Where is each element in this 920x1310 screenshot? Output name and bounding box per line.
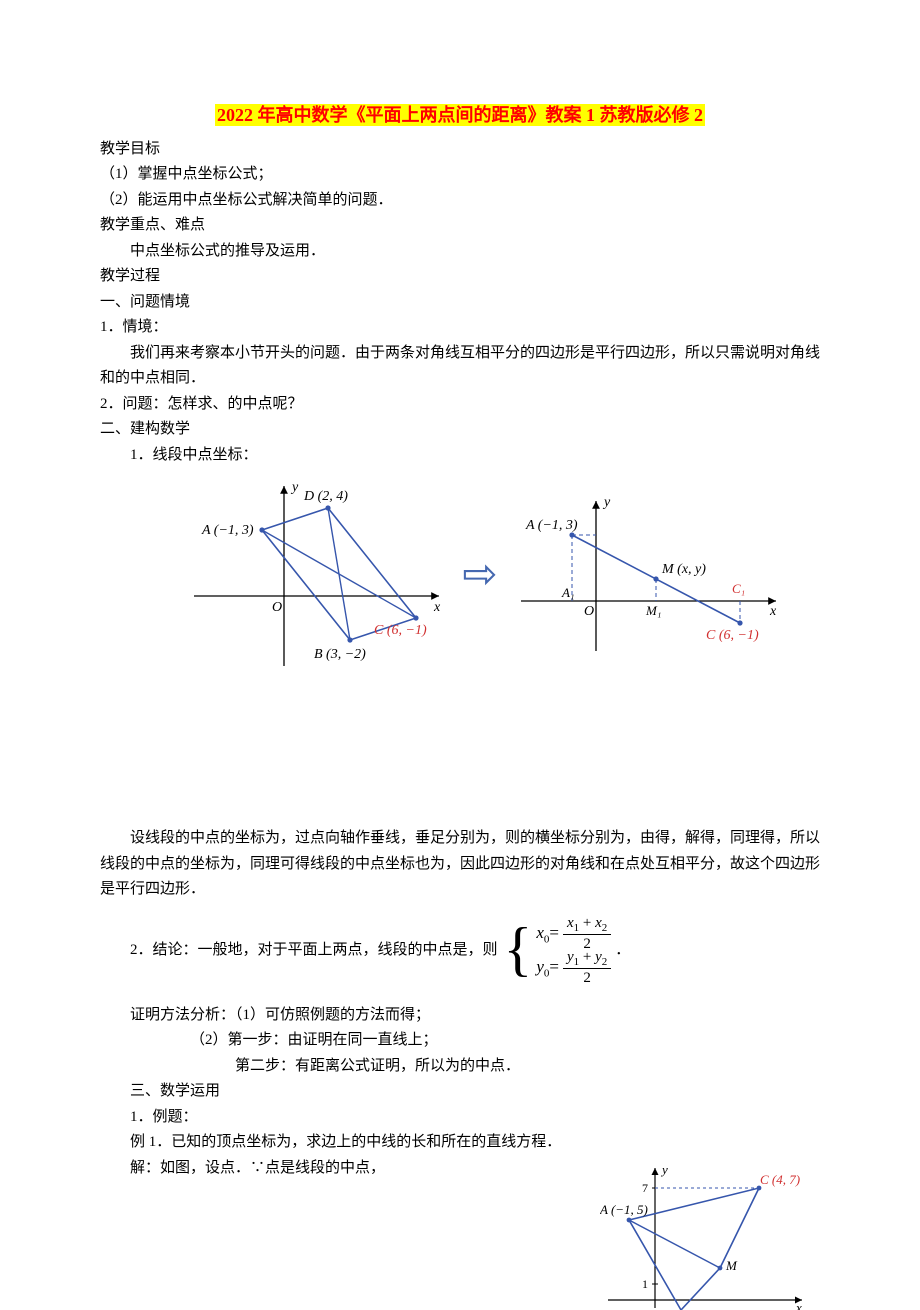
proof-2: （2）第一步：由证明在同一直线上；: [100, 1028, 820, 1054]
label-c: C (6, −1): [706, 628, 759, 643]
pt-a: [260, 527, 265, 532]
x-axis-label: x: [433, 600, 441, 615]
pt-m: [653, 576, 658, 581]
y-axis-label: y: [290, 480, 299, 495]
arrow-icon: ⇨: [462, 540, 497, 611]
sec-1-1: 1．情境：: [100, 315, 820, 341]
figure-row: x y O A (−1, 3) D (2, 4) C (6, −1) B (3,…: [140, 476, 820, 676]
origin-label: O: [584, 604, 594, 619]
sec-2-1: 1．线段中点坐标：: [100, 443, 820, 469]
label-c: C (4, 7): [760, 1172, 800, 1187]
origin-label: O: [272, 600, 282, 615]
eq-x: x0 = x1 + x2 2: [536, 917, 615, 951]
y-axis-label: y: [660, 1162, 668, 1177]
situation-text: 我们再来考察本小节开头的问题．由于两条对角线互相平分的四边形是平行四边形，所以只…: [100, 341, 820, 392]
midpoint-formula: { x0 = x1 + x2 2 y0 = y1 + y2 2: [504, 917, 616, 985]
title-highlight: 2022 年高中数学《平面上两点间的距离》教案 1 苏教版必修 2: [215, 104, 705, 126]
conclusion-lead: 2．结论：一般地，对于平面上两点，线段的中点是，则: [100, 938, 498, 964]
label-a: A (−1, 5): [600, 1202, 648, 1217]
ytick-1-label: 1: [642, 1277, 648, 1291]
pt-m: [718, 1265, 723, 1270]
brace-icon: {: [504, 919, 533, 979]
ytick-7-label: 7: [642, 1181, 648, 1195]
goal-2: （2）能运用中点坐标公式解决简单的问题．: [100, 188, 820, 214]
triangle: [629, 1188, 759, 1310]
keypoint-text: 中点坐标公式的推导及运用．: [100, 239, 820, 265]
label-b: B (3, −2): [314, 647, 366, 662]
sec-3: 三、数学运用: [100, 1079, 820, 1105]
sec-1: 一、问题情境: [100, 290, 820, 316]
figure-right: x y O A (−1, 3) M (x, y) A₁ M₁ C₁ C (6, …: [506, 491, 786, 661]
derivation-text: 设线段的中点的坐标为，过点向轴作垂线，垂足分别为，则的横坐标分别为，由得，解得，…: [100, 826, 820, 903]
label-m: M (x, y): [661, 562, 706, 577]
example-1: 例 1．已知的顶点坐标为，求边上的中线的长和所在的直线方程．: [100, 1130, 820, 1156]
proof-3: 第二步：有距离公式证明，所以为的中点．: [100, 1054, 820, 1080]
label-m1: M₁: [645, 603, 661, 618]
pt-c: [737, 620, 742, 625]
sec-3-1: 1．例题：: [100, 1105, 820, 1131]
page-title: 2022 年高中数学《平面上两点间的距离》教案 1 苏教版必修 2: [100, 100, 820, 131]
sec-2: 二、建构数学: [100, 417, 820, 443]
pt-d: [326, 505, 331, 510]
label-c1: C₁: [732, 581, 745, 596]
sec-1-2: 2．问题：怎样求、的中点呢？: [100, 392, 820, 418]
heading-goal: 教学目标: [100, 137, 820, 163]
pt-a: [569, 532, 574, 537]
label-d: D (2, 4): [303, 489, 348, 504]
heading-process: 教学过程: [100, 264, 820, 290]
var-x0: x0: [536, 919, 549, 949]
y-axis-label: y: [602, 495, 611, 510]
x-axis-label: x: [769, 604, 777, 619]
goal-1: （1）掌握中点坐标公式；: [100, 162, 820, 188]
pt-c: [414, 615, 419, 620]
label-a1: A₁: [561, 585, 574, 600]
heading-keypoint: 教学重点、难点: [100, 213, 820, 239]
label-a: A (−1, 3): [525, 518, 578, 533]
label-a: A (−1, 3): [201, 523, 254, 538]
figure-left: x y O A (−1, 3) D (2, 4) C (6, −1) B (3,…: [174, 476, 454, 676]
pt-b: [348, 637, 353, 642]
label-m: M: [725, 1258, 738, 1273]
eq-y: y0 = y1 + y2 2: [536, 951, 615, 985]
diag-db: [328, 508, 350, 640]
conclusion-tail: ．: [615, 938, 630, 964]
conclusion-row: 2．结论：一般地，对于平面上两点，线段的中点是，则 { x0 = x1 + x2…: [100, 917, 820, 985]
proof-1: 证明方法分析：（1）可仿照例题的方法而得；: [100, 1003, 820, 1029]
figure-bottom: x y 1 7 A (−1, 5) C (4, 7) M: [600, 1160, 810, 1310]
label-c: C (6, −1): [374, 623, 427, 638]
var-y0: y0: [536, 953, 549, 983]
x-axis-label: x: [795, 1300, 802, 1310]
pt-a: [627, 1217, 632, 1222]
